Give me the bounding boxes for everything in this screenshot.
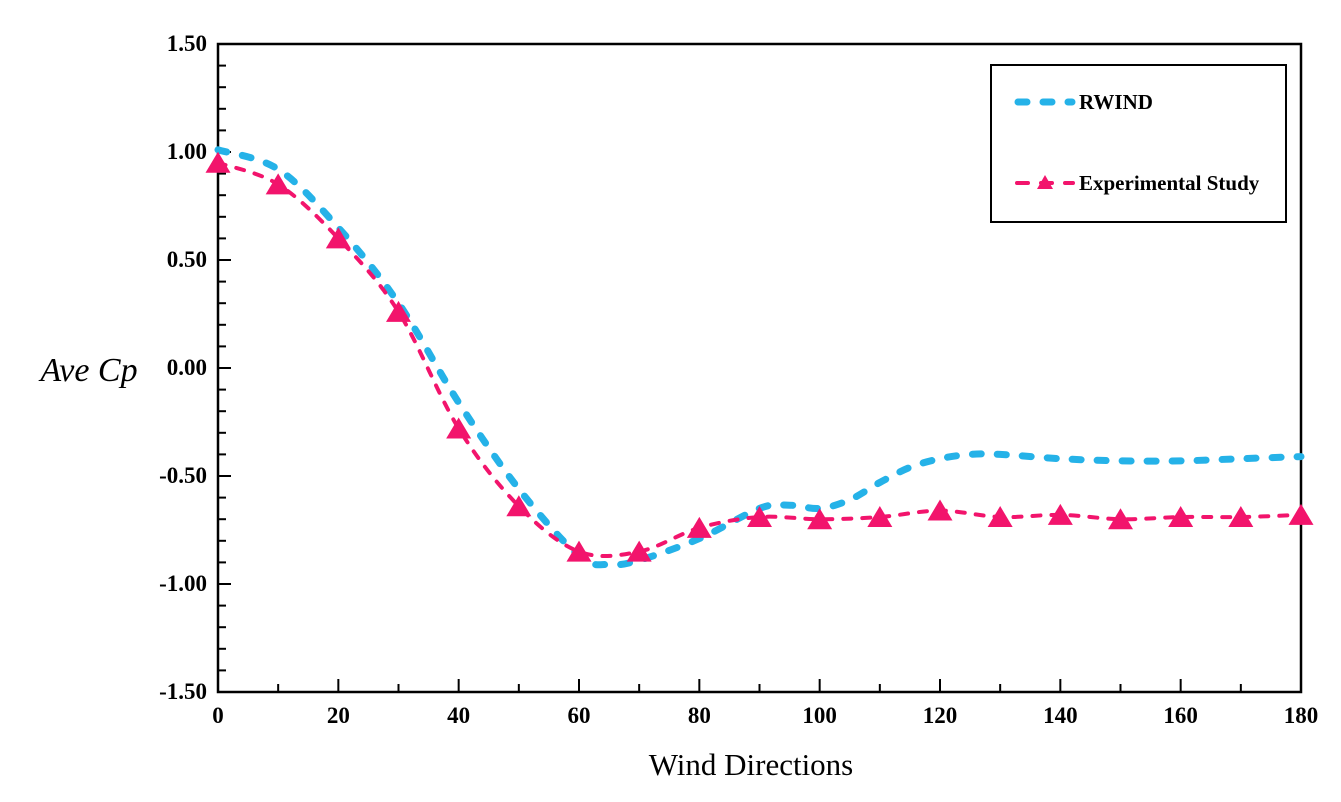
data-point-marker — [446, 417, 472, 439]
y-axis-title: Ave Cp — [40, 352, 138, 389]
legend: RWIND Experimental Study — [990, 64, 1287, 223]
data-point-marker — [927, 499, 953, 521]
legend-entry-experimental-study: Experimental Study — [1014, 169, 1259, 197]
triangle-marker-icon — [1037, 175, 1053, 189]
data-point-marker — [566, 540, 592, 562]
data-point-marker — [506, 495, 532, 517]
data-point-marker — [325, 227, 351, 249]
data-point-marker — [1047, 503, 1073, 525]
data-point-marker — [867, 506, 893, 528]
rwind-line-sample — [1014, 98, 1076, 106]
data-point-marker — [1168, 506, 1194, 528]
x-axis-title: Wind Directions — [648, 747, 854, 782]
data-point-marker — [626, 540, 652, 562]
data-point-marker — [1288, 503, 1314, 525]
data-point-marker — [747, 506, 772, 528]
legend-label-experimental-study: Experimental Study — [1079, 170, 1260, 195]
legend-entry-rwind: RWIND — [1014, 88, 1153, 116]
data-point-marker — [386, 300, 411, 322]
experimental-line-sample — [1015, 175, 1075, 189]
data-point-marker — [1108, 508, 1133, 530]
data-point-marker — [265, 173, 291, 195]
data-point-marker — [987, 506, 1013, 528]
data-point-marker — [205, 151, 231, 173]
data-point-marker — [1228, 506, 1254, 528]
series-line-experimental-study — [216, 160, 1303, 558]
series-line-rwind — [214, 146, 1305, 569]
legend-label-rwind: RWIND — [1079, 89, 1153, 114]
data-point-marker — [807, 508, 833, 530]
data-point-marker — [686, 516, 712, 538]
